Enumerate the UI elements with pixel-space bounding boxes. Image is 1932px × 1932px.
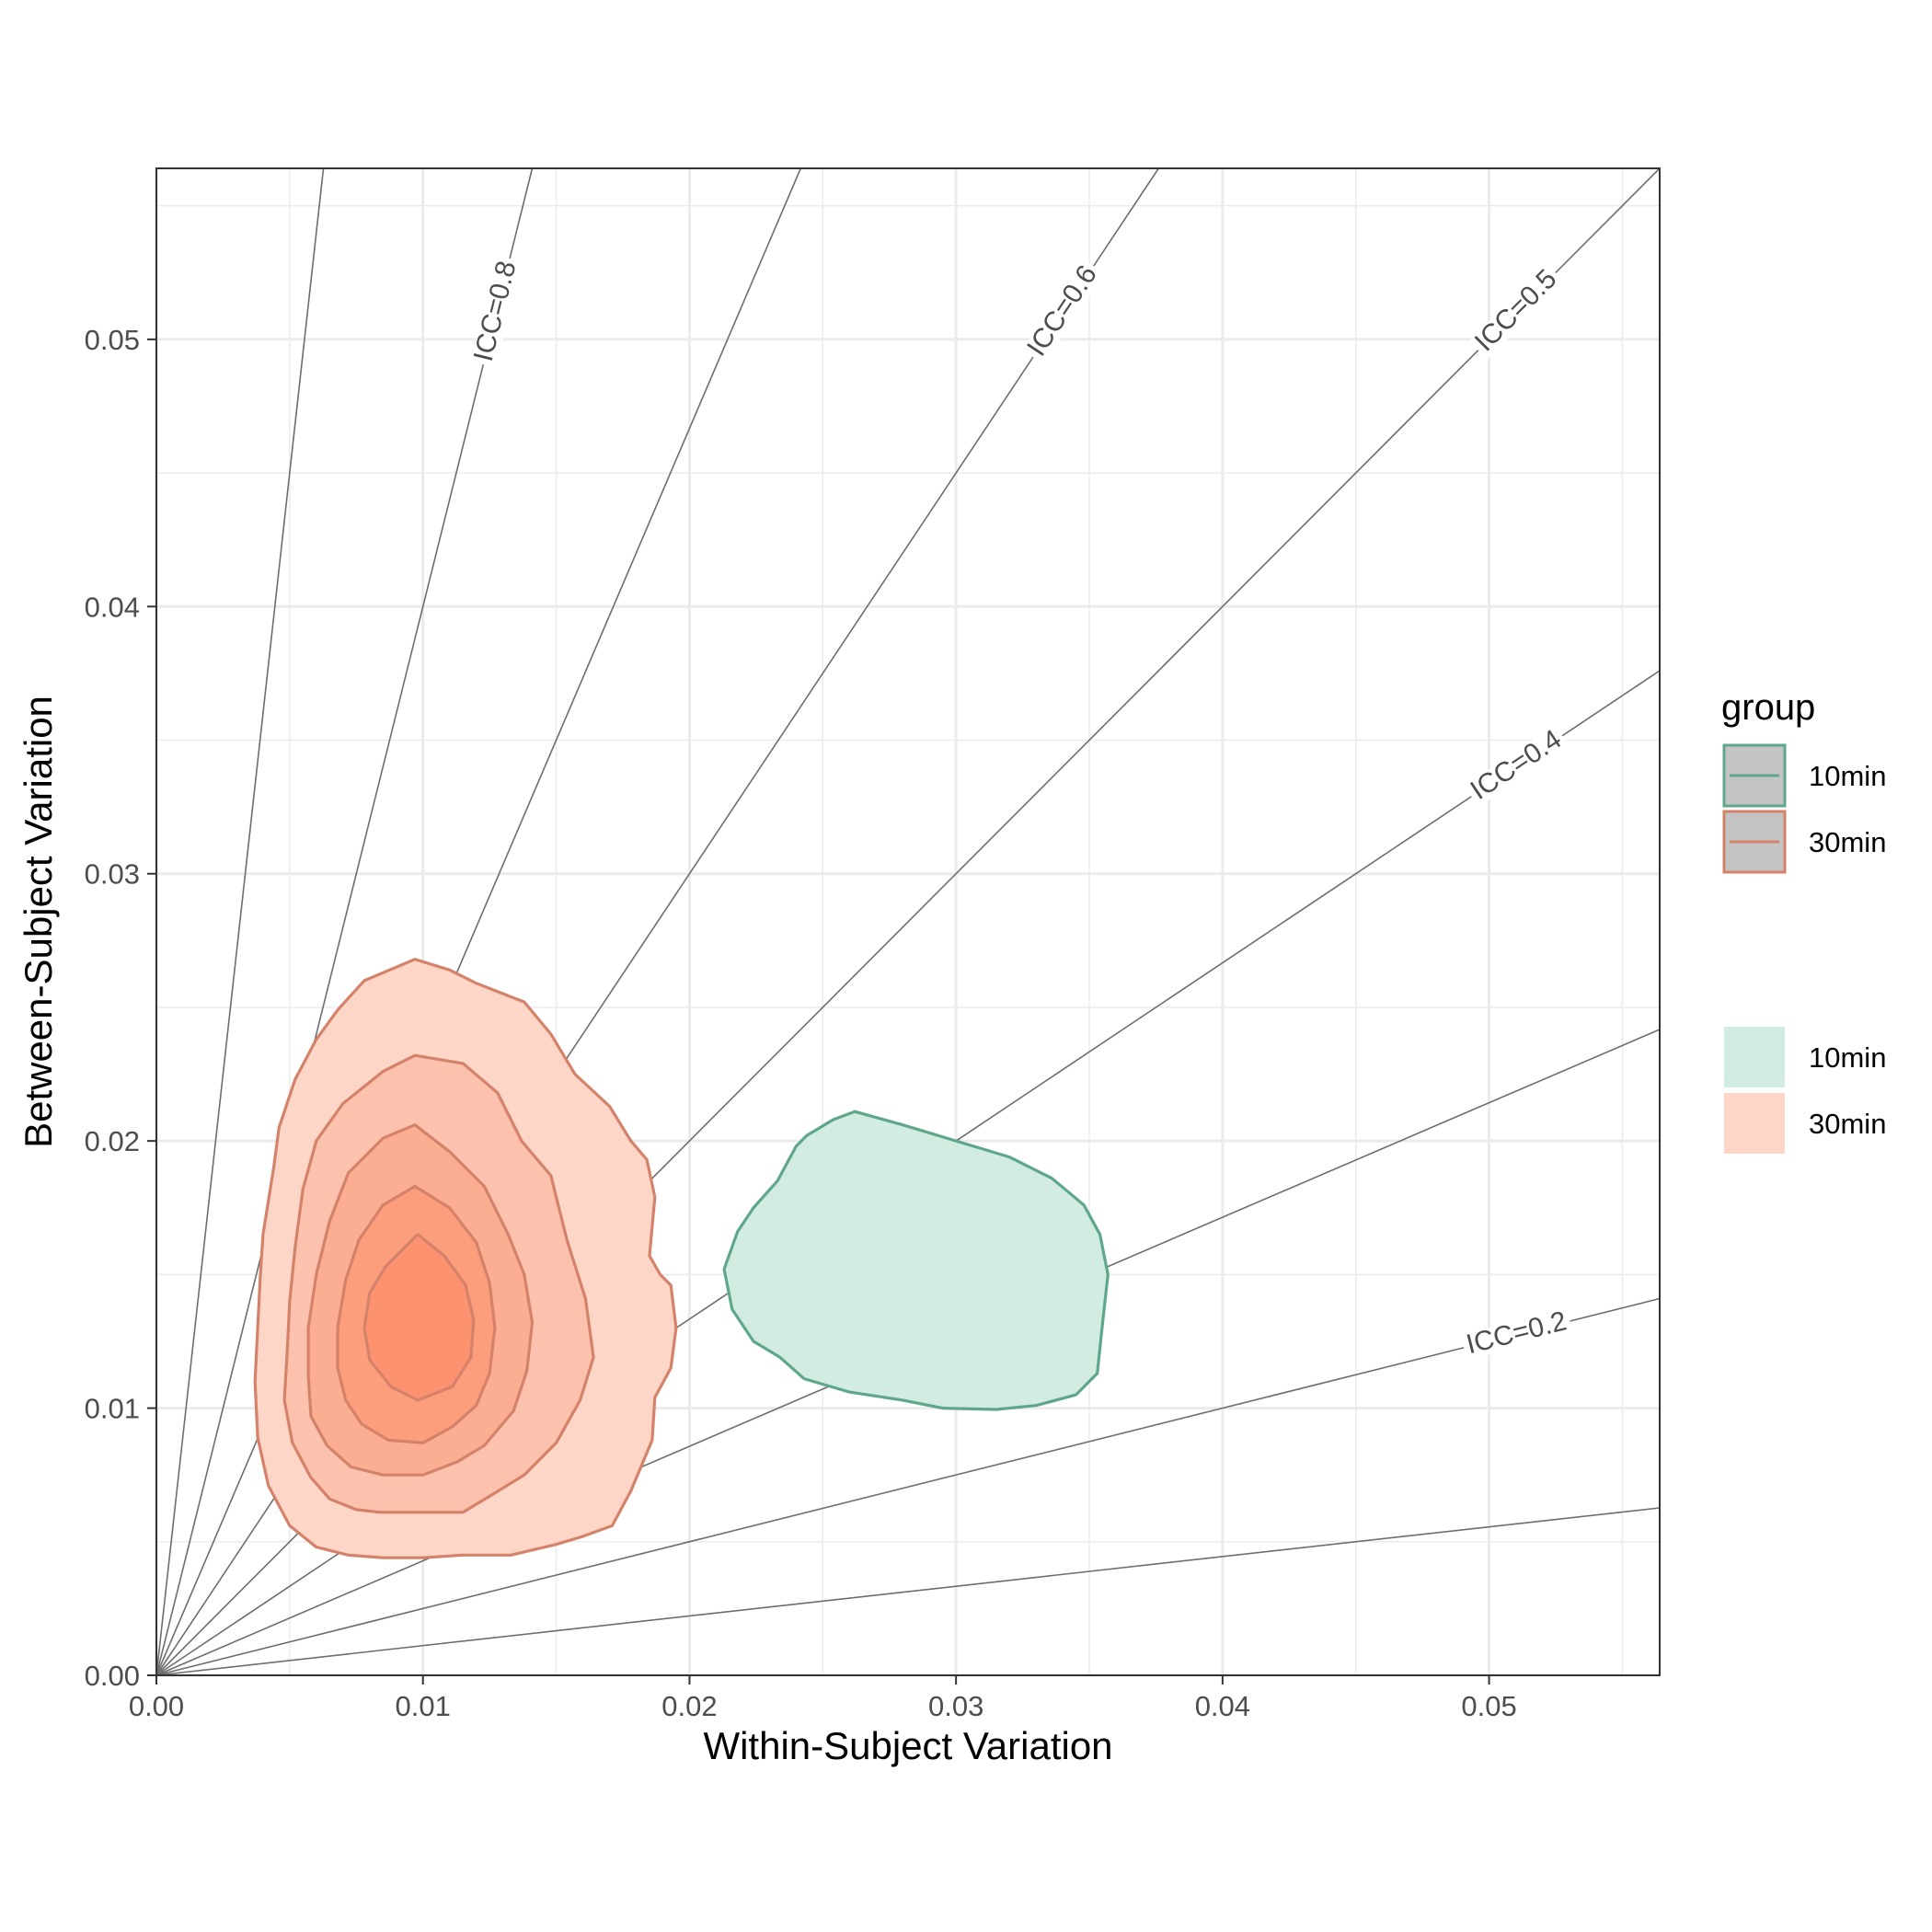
y-tick-label: 0.01 (85, 1393, 140, 1425)
y-axis: 0.00 0.01 0.02 0.03 0.04 0.05 (85, 324, 156, 1692)
x-tick-label: 0.05 (1461, 1690, 1516, 1722)
legend: group 10min 30min 10min 30min (1721, 687, 1886, 1154)
x-tick-label: 0.03 (928, 1690, 983, 1722)
grid (155, 168, 1660, 1677)
icc-label-bg (1460, 1308, 1573, 1361)
icc-line (155, 1507, 1661, 1676)
contour-10min (722, 1110, 1110, 1411)
x-axis: 0.00 0.01 0.02 0.03 0.04 0.05 (129, 1675, 1517, 1722)
y-tick-label: 0.02 (85, 1125, 140, 1157)
x-tick-label: 0.00 (129, 1690, 184, 1722)
x-tick-label: 0.01 (396, 1690, 451, 1722)
y-tick-label: 0.05 (85, 324, 140, 356)
legend-title: group (1721, 687, 1815, 728)
y-tick-label: 0.00 (85, 1660, 140, 1692)
legend-label: 10min (1809, 760, 1886, 792)
legend-label: 30min (1809, 826, 1886, 858)
icc-line (155, 167, 325, 1676)
y-tick-label: 0.04 (85, 591, 140, 623)
x-axis-title: Within-Subject Variation (703, 1724, 1112, 1767)
contours (253, 958, 1110, 1559)
legend-key-fill (1724, 1027, 1785, 1087)
icc-label-bg (470, 255, 523, 368)
legend-label: 30min (1809, 1108, 1886, 1140)
y-axis-title: Between-Subject Variation (17, 696, 60, 1148)
icc-line (155, 1297, 1661, 1676)
legend-key-fill (1724, 1093, 1785, 1154)
x-tick-label: 0.04 (1195, 1690, 1250, 1722)
y-tick-label: 0.03 (85, 858, 140, 891)
icc-label-bg (1468, 263, 1565, 360)
contour-30min (362, 1233, 476, 1402)
icc-label-bg (1022, 259, 1105, 364)
x-tick-label: 0.02 (661, 1690, 717, 1722)
panel-border (155, 167, 1661, 1676)
icc-label-bg (1464, 725, 1570, 808)
icc-line (155, 167, 534, 1676)
legend-label: 10min (1809, 1041, 1886, 1074)
